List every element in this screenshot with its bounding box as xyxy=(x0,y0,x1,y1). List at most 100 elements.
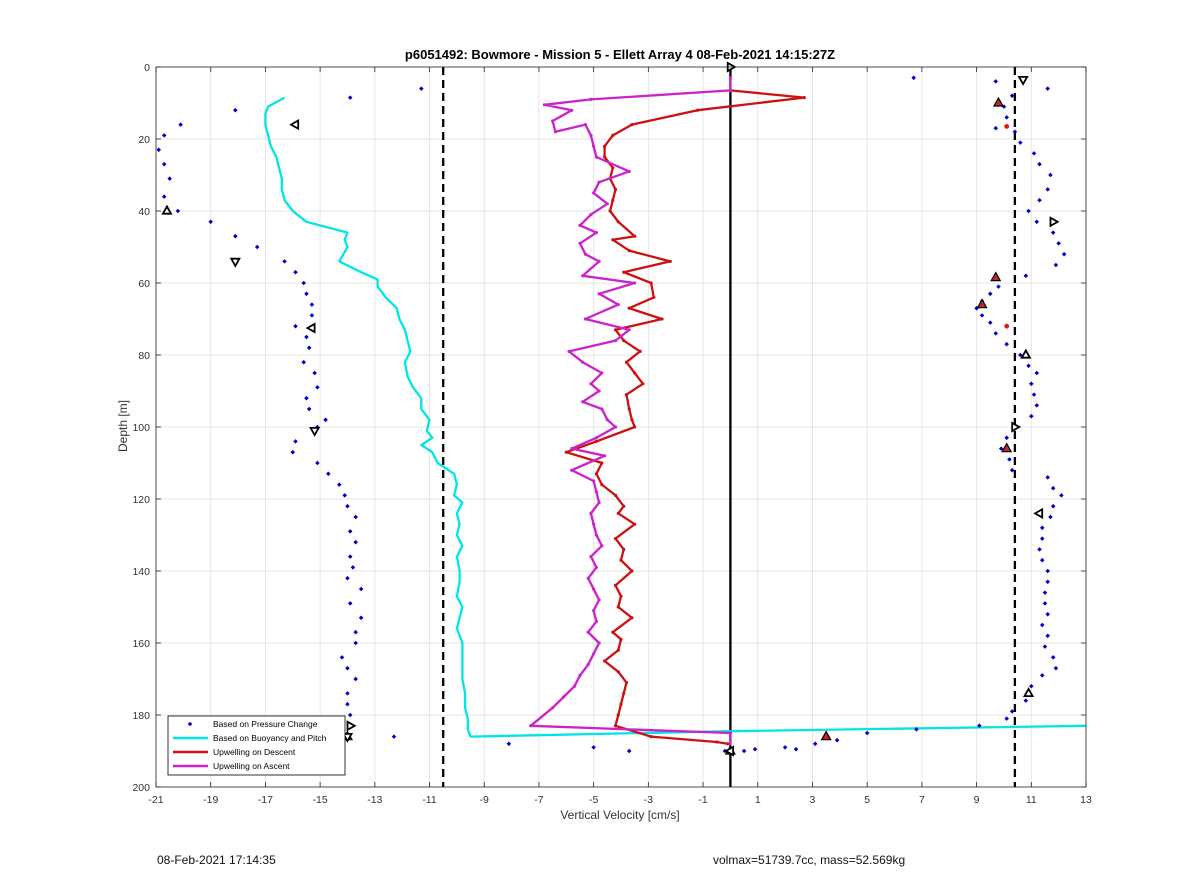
pressure-point xyxy=(315,460,320,466)
pressure-point xyxy=(353,676,358,682)
descent-point xyxy=(613,493,618,497)
pressure-point xyxy=(1045,579,1050,585)
pressure-point xyxy=(1029,413,1034,419)
descent-point xyxy=(633,425,637,429)
ascent-point xyxy=(597,641,601,645)
x-tick-label: -5 xyxy=(589,794,598,806)
ascent-point xyxy=(594,436,598,440)
pressure-point xyxy=(834,737,840,743)
descent-point xyxy=(652,295,656,299)
pressure-point xyxy=(345,503,350,509)
descent-point xyxy=(608,209,612,213)
ascent-point xyxy=(592,522,596,526)
pressure-point xyxy=(996,284,1001,289)
pressure-point xyxy=(304,395,309,401)
ascent-point xyxy=(589,133,593,137)
y-tick-label: 160 xyxy=(132,638,150,650)
descent-point xyxy=(600,461,604,465)
pressure-point xyxy=(353,514,358,520)
descent-point xyxy=(616,605,620,609)
descent-point xyxy=(726,742,730,746)
descent-point xyxy=(624,393,629,397)
x-tick-label: -15 xyxy=(313,794,328,806)
pressure-point xyxy=(793,746,799,752)
x-tick-label: 1 xyxy=(755,794,761,806)
pressure-point xyxy=(391,734,397,739)
ascent-point xyxy=(570,468,574,472)
pressure-point xyxy=(993,331,998,336)
y-tick-label: 20 xyxy=(138,134,150,146)
pressure-point xyxy=(293,269,298,275)
descent-point xyxy=(616,511,620,515)
footer-timestamp: 08-Feb-2021 17:14:35 xyxy=(157,853,276,867)
ascent-point xyxy=(594,231,598,235)
pressure-point xyxy=(1039,622,1045,628)
footer-stats: volmax=51739.7cc, mass=52.569kg xyxy=(713,853,906,867)
pressure-point xyxy=(306,345,312,351)
red-dot xyxy=(1004,323,1010,329)
descent-point xyxy=(611,133,615,137)
pressure-point xyxy=(353,629,358,635)
descent-point xyxy=(633,522,637,526)
pressure-point xyxy=(1059,493,1064,498)
pressure-point xyxy=(293,439,298,444)
pressure-point xyxy=(178,122,183,127)
ascent-point xyxy=(594,155,598,159)
pressure-point xyxy=(1056,241,1061,246)
y-tick-label: 40 xyxy=(138,206,150,218)
chart-title: p6051492: Bowmore - Mission 5 - Ellett A… xyxy=(405,47,835,62)
grid xyxy=(155,66,1087,788)
ascent-point xyxy=(551,119,555,123)
x-tick-label: 3 xyxy=(810,794,816,806)
pressure-point xyxy=(1053,262,1059,268)
pressure-point xyxy=(782,745,788,750)
pressure-point xyxy=(290,449,296,455)
ascent-point xyxy=(581,360,585,364)
ascent-point xyxy=(529,724,533,728)
descent-point xyxy=(602,144,607,148)
descent-point xyxy=(649,735,653,739)
legend-label-descent: Upwelling on Descent xyxy=(213,747,296,757)
pressure-point xyxy=(1039,525,1045,531)
open-triangle xyxy=(289,119,300,131)
ascent-point xyxy=(578,241,582,245)
pressure-point xyxy=(301,359,306,365)
pressure-point xyxy=(864,730,870,736)
pressure-point xyxy=(1034,219,1040,225)
y-axis-label: Depth [m] xyxy=(116,400,130,452)
pressure-point xyxy=(1048,172,1053,178)
ascent-point xyxy=(627,169,631,173)
ascent-point xyxy=(613,339,618,343)
legend-label-ascent: Upwelling on Ascent xyxy=(213,761,290,771)
pressure-point xyxy=(345,665,350,671)
pressure-point xyxy=(998,446,1004,451)
ascent-point xyxy=(542,103,547,107)
ascent-point xyxy=(616,303,620,307)
pressure-point xyxy=(353,640,358,646)
ascent-point xyxy=(594,619,598,624)
ascent-point xyxy=(597,180,601,184)
descent-point xyxy=(630,418,634,422)
descent-point xyxy=(611,198,615,202)
descent-point xyxy=(624,681,629,685)
descent-point xyxy=(622,691,626,696)
open-triangle xyxy=(1011,421,1022,433)
pressure-point xyxy=(1037,161,1042,167)
filled-triangle xyxy=(990,271,1002,282)
pressure-point xyxy=(1023,273,1029,279)
descent-point xyxy=(611,630,615,634)
descent-point xyxy=(611,238,615,242)
pressure-point xyxy=(812,741,818,747)
x-tick-label: -9 xyxy=(480,794,489,806)
ascent-line xyxy=(529,77,732,751)
pressure-point xyxy=(358,615,364,621)
pressure-point xyxy=(309,302,315,307)
descent-point xyxy=(613,724,618,728)
descent-point xyxy=(622,339,626,343)
y-tick-label: 0 xyxy=(144,62,150,74)
descent-point xyxy=(633,234,637,238)
filled-triangle xyxy=(976,298,988,309)
x-tick-label: -1 xyxy=(698,794,707,806)
legend-label-pressure: Based on Pressure Change xyxy=(213,719,318,729)
pressure-point xyxy=(293,323,298,329)
